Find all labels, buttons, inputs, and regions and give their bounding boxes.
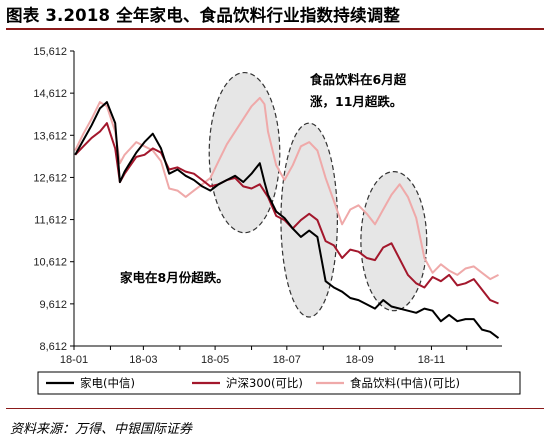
y-tick-label: 15,612	[33, 46, 67, 58]
legend-label: 家电(中信)	[80, 376, 135, 390]
series-line-1	[74, 101, 500, 339]
legend-box	[37, 371, 521, 395]
chart-title: 图表 3.2018 全年家电、食品饮料行业指数持续调整	[6, 6, 401, 25]
y-tick-label: 12,612	[33, 172, 67, 184]
x-tick-label: 18-05	[201, 354, 229, 366]
x-tick-label: 18-01	[60, 354, 88, 366]
y-tick-label: 10,612	[33, 257, 67, 269]
y-tick-label: 8,612	[39, 341, 67, 353]
axes: 8,612 9,612 10,612 11,612 12,612 13,612 14,612…	[33, 46, 502, 366]
highlight-regions	[208, 71, 428, 318]
title-rule	[6, 28, 544, 30]
x-tick-label: 18-11	[418, 354, 445, 366]
series-lines	[74, 96, 500, 339]
y-tick-label: 14,612	[33, 88, 67, 100]
legend: 家电(中信) 沪深300(可比) 食品饮料(中信)(可比)	[37, 371, 521, 395]
highlight-ellipse-2	[280, 122, 338, 318]
x-tick-label: 18-09	[346, 354, 374, 366]
legend-label: 沪深300(可比)	[226, 376, 303, 390]
chart-source: 资料来源：万得、中银国际证券	[10, 422, 193, 437]
y-tick-label: 11,612	[34, 215, 67, 227]
legend-label: 食品饮料(中信)(可比)	[350, 376, 460, 390]
annotation-text: 涨，11月超跌。	[310, 94, 402, 109]
x-tick-label: 18-03	[129, 354, 157, 366]
highlight-ellipse-1	[208, 71, 281, 234]
series-line-3	[74, 96, 499, 281]
line-chart: 8,612 9,612 10,612 11,612 12,612 13,612 14,612…	[33, 46, 521, 395]
x-tick-label: 18-07	[273, 354, 301, 366]
y-tick-label: 13,612	[33, 130, 67, 142]
annotation-text: 食品饮料在6月超	[309, 72, 407, 87]
y-tick-label: 9,612	[39, 299, 67, 311]
series-line-2	[74, 122, 499, 305]
annotation-text: 家电在8月份超跌。	[120, 270, 229, 285]
source-rule	[6, 408, 544, 409]
